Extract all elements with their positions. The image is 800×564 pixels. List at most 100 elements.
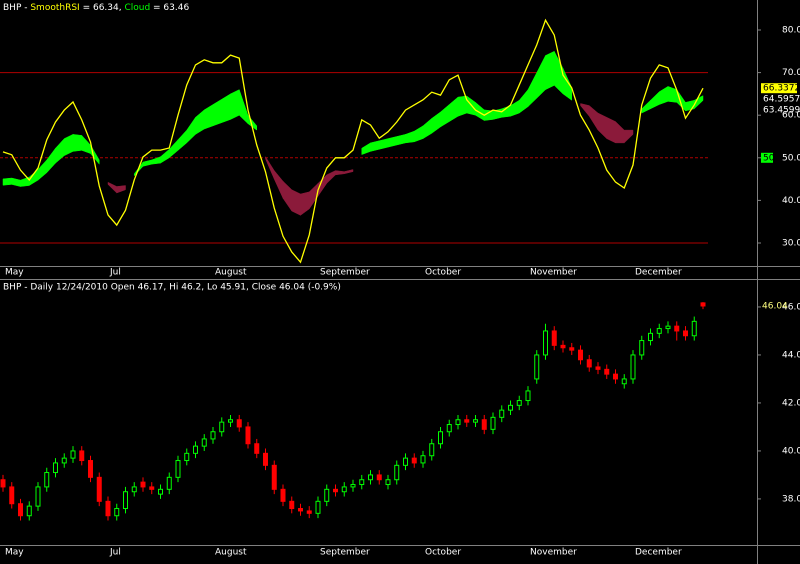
candle-body <box>123 491 128 510</box>
y-tick-label: 42.0 <box>782 398 800 408</box>
candle-body <box>604 368 610 375</box>
candle-body <box>44 472 50 488</box>
candle-body <box>508 404 513 411</box>
candle-body <box>551 330 557 346</box>
candle-body <box>481 419 487 430</box>
cloud-segment <box>545 50 555 91</box>
candle-body <box>394 464 400 481</box>
level-box <box>761 152 773 163</box>
candle-body <box>333 488 338 493</box>
candle-body <box>464 419 470 423</box>
value-label: 66.3372 <box>763 84 800 94</box>
title-part: BHP - <box>3 3 30 13</box>
candle-body <box>674 325 680 332</box>
level-label: 50 <box>763 153 775 163</box>
y-tick-label: 40.0 <box>782 446 800 456</box>
y-tick-label: 40.0 <box>782 196 800 206</box>
x-tick-label: August <box>215 268 247 278</box>
candle-body <box>88 460 93 478</box>
y-tick-label: 44.0 <box>782 350 800 360</box>
candle-body <box>560 344 566 349</box>
candle-body <box>315 500 321 514</box>
candle-body <box>525 390 531 402</box>
candle-body <box>630 354 636 380</box>
candle-body <box>613 373 618 380</box>
candle-body <box>105 500 111 517</box>
candle-body <box>691 320 697 337</box>
cloud-segment <box>379 138 389 150</box>
candle-body <box>26 505 32 517</box>
candle-body <box>306 510 312 514</box>
candle-body <box>499 409 505 418</box>
cloud-segment <box>624 129 634 144</box>
candle-body <box>420 455 426 464</box>
candle-body <box>359 479 365 486</box>
candle-body <box>385 479 391 486</box>
cloud-segment <box>685 99 695 112</box>
candle-body <box>210 431 216 440</box>
candle-body <box>61 457 67 464</box>
x-tick-label: September <box>320 548 370 558</box>
title-part: Cloud <box>124 3 150 13</box>
candle-body <box>236 419 242 428</box>
candle-body <box>96 476 102 502</box>
cloud-segment <box>396 134 406 146</box>
candle-body <box>516 400 522 406</box>
candle-body <box>543 330 548 356</box>
x-tick-label: August <box>215 548 247 558</box>
candle-body <box>429 443 435 457</box>
title-part: = 63.46 <box>150 3 189 13</box>
cloud-segment <box>2 177 12 186</box>
candle-body <box>595 366 601 370</box>
x-tick-label: May <box>5 268 24 278</box>
candle-body <box>473 419 478 423</box>
cloud-segment <box>606 116 616 144</box>
candle-body <box>411 457 417 464</box>
cloud-segment <box>457 95 467 117</box>
x-tick-label: October <box>425 548 461 558</box>
value-label: 64.5957 <box>763 95 800 105</box>
x-tick-label: November <box>530 268 577 278</box>
candle-body <box>648 332 653 342</box>
cloud-segment <box>370 140 380 152</box>
candle-body <box>490 416 496 430</box>
candle-body <box>149 486 155 490</box>
price-label: 46.04 <box>762 301 788 311</box>
cloud-segment <box>230 89 240 120</box>
candle-body <box>228 419 233 423</box>
candle-body <box>586 359 592 368</box>
x-tick-label: September <box>320 268 370 278</box>
candle-body <box>70 450 76 459</box>
y-tick-label: 38.0 <box>782 494 800 504</box>
candle-body <box>341 486 347 493</box>
y-tick-label: 50.0 <box>782 153 800 163</box>
candle-body <box>455 419 461 426</box>
candle-body <box>639 340 645 356</box>
x-tick-label: December <box>635 548 682 558</box>
candle-body <box>569 347 575 351</box>
y-tick-label: 70.0 <box>782 68 800 78</box>
candle-body <box>140 481 146 488</box>
candle-body <box>446 424 452 433</box>
candle-body <box>263 452 268 466</box>
cloud-segment <box>562 68 572 101</box>
candle-body <box>175 460 181 478</box>
cloud-segment <box>221 93 231 124</box>
cloud-segment <box>72 134 82 152</box>
candle-body <box>18 503 23 517</box>
candle-body <box>271 464 277 490</box>
candle-body <box>324 488 330 502</box>
candle-body <box>166 476 172 490</box>
candle-body <box>621 378 627 385</box>
x-tick-label: December <box>635 268 682 278</box>
x-tick-label: Jul <box>109 268 121 278</box>
cloud-segment <box>387 136 397 148</box>
candle-body <box>114 508 120 517</box>
candle-body <box>254 443 260 454</box>
y-tick-label: 60.0 <box>782 111 800 121</box>
candle-body <box>578 349 583 361</box>
candle-body <box>0 479 6 488</box>
value-box <box>761 83 797 94</box>
